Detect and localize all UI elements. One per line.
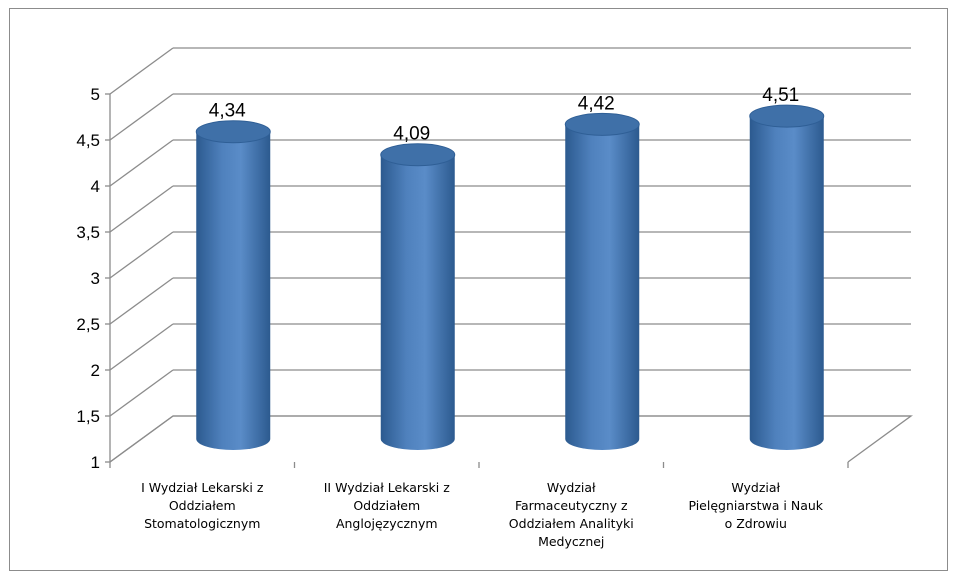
y-tick-label: 4,5: [76, 131, 100, 150]
bar-cylinder-top: [749, 104, 825, 128]
gridline-side: [109, 231, 174, 279]
bar-cylinder-body: [565, 124, 640, 451]
bar-cylinder-body: [380, 154, 455, 450]
data-label: 4,09: [393, 124, 430, 145]
gridline-side: [109, 185, 174, 233]
data-label: 4,42: [578, 93, 615, 114]
data-label: 4,51: [762, 85, 799, 106]
gridline-side: [109, 47, 174, 95]
bar-cylinder-body: [749, 116, 824, 450]
y-tick-label: 2,5: [76, 315, 100, 334]
x-category-label: Wydział Farmaceutyczny z Oddziałem Anali…: [508, 480, 634, 549]
bar-cylinder-top: [195, 120, 271, 144]
y-tick-label: 2: [91, 361, 100, 380]
x-category-label: II Wydział Lekarski z Oddziałem Anglojęz…: [323, 480, 450, 531]
y-tick-label: 5: [91, 85, 100, 104]
y-tick-label: 3: [91, 269, 100, 288]
bar-cylinder-body: [196, 131, 271, 450]
gridline-side: [109, 323, 174, 371]
y-tick-label: 3,5: [76, 223, 100, 242]
y-tick-label: 4: [91, 177, 100, 196]
gridline-side: [109, 277, 174, 325]
gridline-side: [109, 139, 174, 187]
bar-cylinder-top: [380, 143, 456, 167]
data-label: 4,34: [209, 101, 246, 122]
gridline-side: [109, 369, 174, 417]
bar-cylinder-top: [564, 112, 640, 136]
x-category-label: I Wydział Lekarski z Oddziałem Stomatolo…: [141, 480, 264, 531]
floor-outline: [109, 415, 913, 463]
x-category-label: Wydział Pielęgniarstwa i Nauk o Zdrowiu: [688, 480, 824, 531]
y-tick-label: 1,5: [76, 407, 100, 426]
y-tick-label: 1: [91, 453, 100, 472]
gridline-side: [109, 93, 174, 141]
